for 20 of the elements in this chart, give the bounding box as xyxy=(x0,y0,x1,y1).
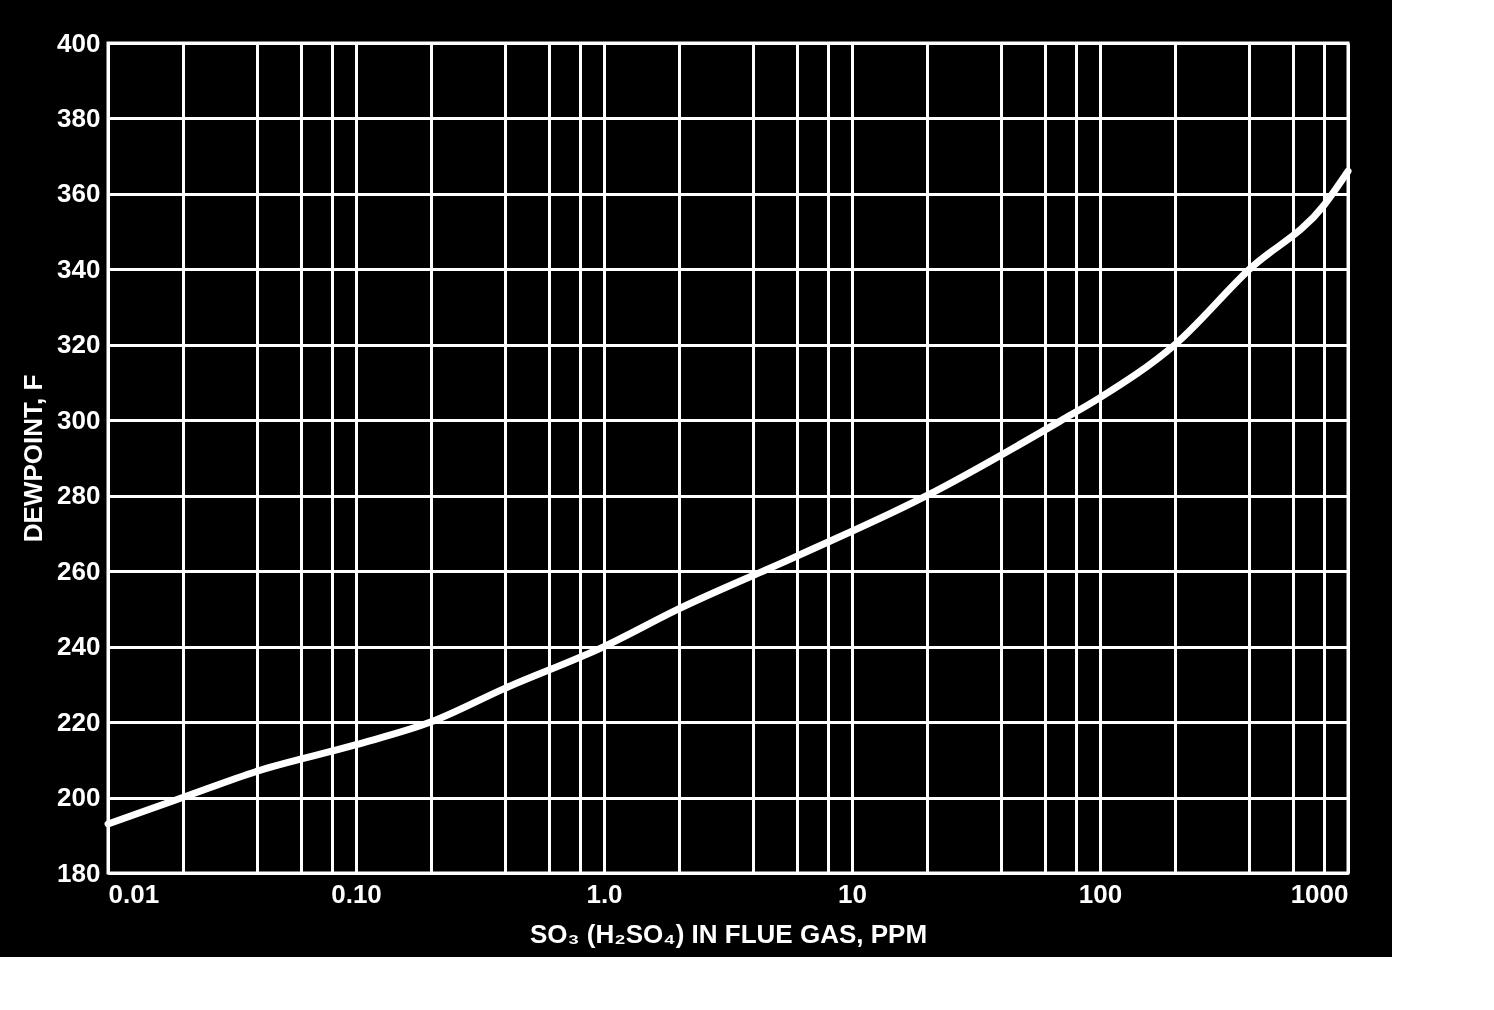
y-tick-label: 280 xyxy=(57,480,101,511)
y-tick-label: 260 xyxy=(57,555,101,586)
x-tick-label: 0.01 xyxy=(108,878,160,909)
y-tick-label: 220 xyxy=(57,706,101,737)
x-tick-label: 100 xyxy=(1078,878,1123,909)
y-axis-title: DEWPOINT, F xyxy=(18,374,49,543)
y-tick-label: 320 xyxy=(57,329,101,360)
y-tick-label: 380 xyxy=(57,102,101,133)
y-tick-label: 400 xyxy=(57,27,101,58)
x-axis-title: SO₃ (H₂SO₄) IN FLUE GAS, PPM xyxy=(529,918,928,949)
x-tick-label: 1.0 xyxy=(586,878,623,909)
y-tick-label: 300 xyxy=(57,404,101,435)
y-tick-label: 200 xyxy=(57,782,101,813)
y-tick-label: 340 xyxy=(57,253,101,284)
x-tick-label: 10 xyxy=(838,878,867,909)
y-tick-label: 180 xyxy=(57,857,101,888)
y-tick-label: 360 xyxy=(57,178,101,209)
y-tick-label: 240 xyxy=(57,631,101,662)
x-tick-label: 0.10 xyxy=(331,878,382,909)
x-tick-label: 1000 xyxy=(1290,878,1349,909)
